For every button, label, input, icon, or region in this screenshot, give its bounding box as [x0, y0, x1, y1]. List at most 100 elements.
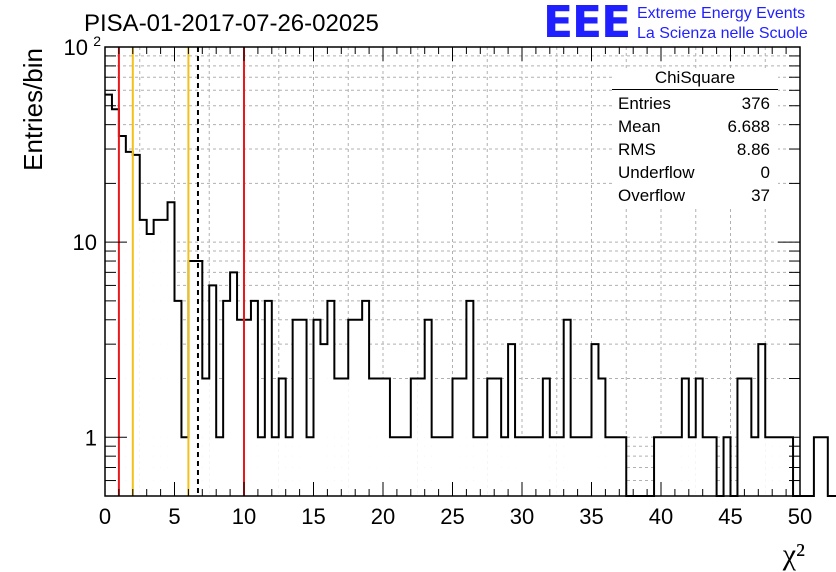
histogram-bin	[473, 437, 481, 496]
histogram-bin	[403, 437, 411, 496]
histogram-bin	[278, 378, 286, 496]
histogram-bin	[695, 378, 703, 496]
histogram-bin	[209, 285, 217, 496]
x-tick-label: 50	[788, 504, 812, 529]
histogram-bin	[598, 378, 606, 496]
histogram-bin	[299, 319, 307, 496]
histogram-bin	[563, 319, 571, 496]
histogram-bin	[362, 300, 370, 496]
histogram-bin	[549, 437, 557, 496]
stats-value: 376	[741, 94, 770, 113]
stats-value: 8.86	[736, 140, 770, 159]
histogram-bin	[160, 219, 168, 496]
x-tick-label: 30	[510, 504, 534, 529]
histogram-bin	[661, 437, 668, 496]
histogram-bin	[737, 378, 745, 496]
histogram-bin	[452, 378, 460, 496]
stats-value: 37	[751, 186, 770, 205]
x-tick-label: 45	[718, 504, 742, 529]
histogram-bin	[779, 437, 787, 496]
stats-box: ChiSquare Entries 376 Mean 6.688 RMS 8.86 U…	[612, 68, 778, 207]
reference-lines	[117, 47, 245, 496]
histogram-bin	[146, 234, 154, 497]
chart-title: PISA-01-2017-07-26-02025	[84, 10, 379, 37]
histogram-bin	[556, 437, 564, 496]
histogram-bin	[244, 319, 251, 496]
y-tick-label: 10	[64, 35, 88, 60]
histogram-bin	[417, 378, 425, 496]
histogram-bin	[383, 378, 390, 496]
x-tick-label: 40	[649, 504, 673, 529]
x-tick-label: 35	[579, 504, 603, 529]
stats-label: Entries	[618, 94, 671, 113]
histogram-bin	[535, 437, 543, 496]
histogram-bin	[758, 344, 766, 496]
histogram-bin	[292, 319, 300, 496]
y-tick-exponent: 2	[93, 33, 101, 49]
x-axis-label: χ²	[782, 538, 805, 571]
histogram-bin	[125, 151, 133, 496]
histogram-bin	[341, 378, 349, 496]
histogram-bin	[501, 437, 509, 496]
y-axis-label: Entries/bin	[18, 48, 48, 171]
histogram-bin	[285, 437, 293, 496]
histogram-bin	[313, 319, 321, 496]
histogram-bin	[688, 437, 696, 496]
histogram-bin	[431, 437, 439, 496]
x-tick-label: 0	[99, 504, 111, 529]
stats-value: 0	[760, 163, 770, 182]
histogram-bin	[389, 437, 397, 496]
histogram-bin	[410, 378, 418, 496]
histogram-bin	[744, 378, 752, 496]
histogram-bin	[118, 135, 126, 496]
axis-ticks	[104, 46, 801, 496]
histogram-bin	[723, 437, 731, 496]
histogram-bin	[334, 378, 342, 496]
histogram-bin	[570, 437, 578, 496]
stats-row: Entries 376	[612, 92, 778, 115]
histogram-bin	[654, 437, 661, 496]
stats-label: Underflow	[618, 163, 695, 182]
histogram-bin	[459, 378, 467, 496]
histogram-bin	[139, 219, 147, 496]
histogram-bin	[820, 437, 828, 496]
y-tick-label: 1	[85, 425, 97, 450]
stats-row: Mean 6.688	[612, 115, 778, 138]
histogram-bin	[132, 154, 140, 497]
histogram-bin	[355, 319, 363, 496]
histogram-bin	[438, 437, 446, 496]
stats-label: RMS	[618, 140, 656, 159]
histogram-bin	[681, 378, 689, 496]
x-tick-label: 5	[168, 504, 180, 529]
histogram-bin	[466, 300, 474, 496]
histogram-bin	[751, 437, 759, 496]
x-tick-label: 20	[371, 504, 395, 529]
histogram-bin	[264, 300, 272, 496]
histogram-bin	[223, 300, 231, 496]
histogram-bin	[105, 94, 112, 496]
histogram-bin	[396, 437, 404, 496]
histogram-bin	[605, 437, 613, 496]
histogram-bin	[202, 378, 210, 496]
histogram-bin	[195, 261, 203, 496]
histogram-bin	[167, 202, 175, 496]
stats-label: Overflow	[618, 186, 686, 205]
eee-logo: EEE	[543, 0, 631, 48]
histogram-bin	[271, 437, 279, 496]
histogram-bin	[709, 437, 717, 496]
histogram-bin	[619, 437, 627, 496]
stats-title: ChiSquare	[612, 68, 778, 90]
histogram-bin	[257, 437, 265, 496]
stats-row: Overflow 37	[612, 184, 778, 207]
x-tick-labels: 0 5 10 15 20 25 30 35 40 45 50	[99, 504, 812, 529]
histogram-bin	[216, 437, 224, 496]
histogram-bin	[327, 300, 335, 496]
x-tick-label: 25	[440, 504, 464, 529]
logo-line-1: Extreme Energy Events	[637, 5, 806, 22]
histogram-bin	[772, 437, 780, 496]
histogram-bars	[105, 93, 836, 497]
histogram-bin	[765, 437, 773, 496]
stats-label: Mean	[618, 117, 661, 136]
histogram-bin	[237, 319, 244, 496]
